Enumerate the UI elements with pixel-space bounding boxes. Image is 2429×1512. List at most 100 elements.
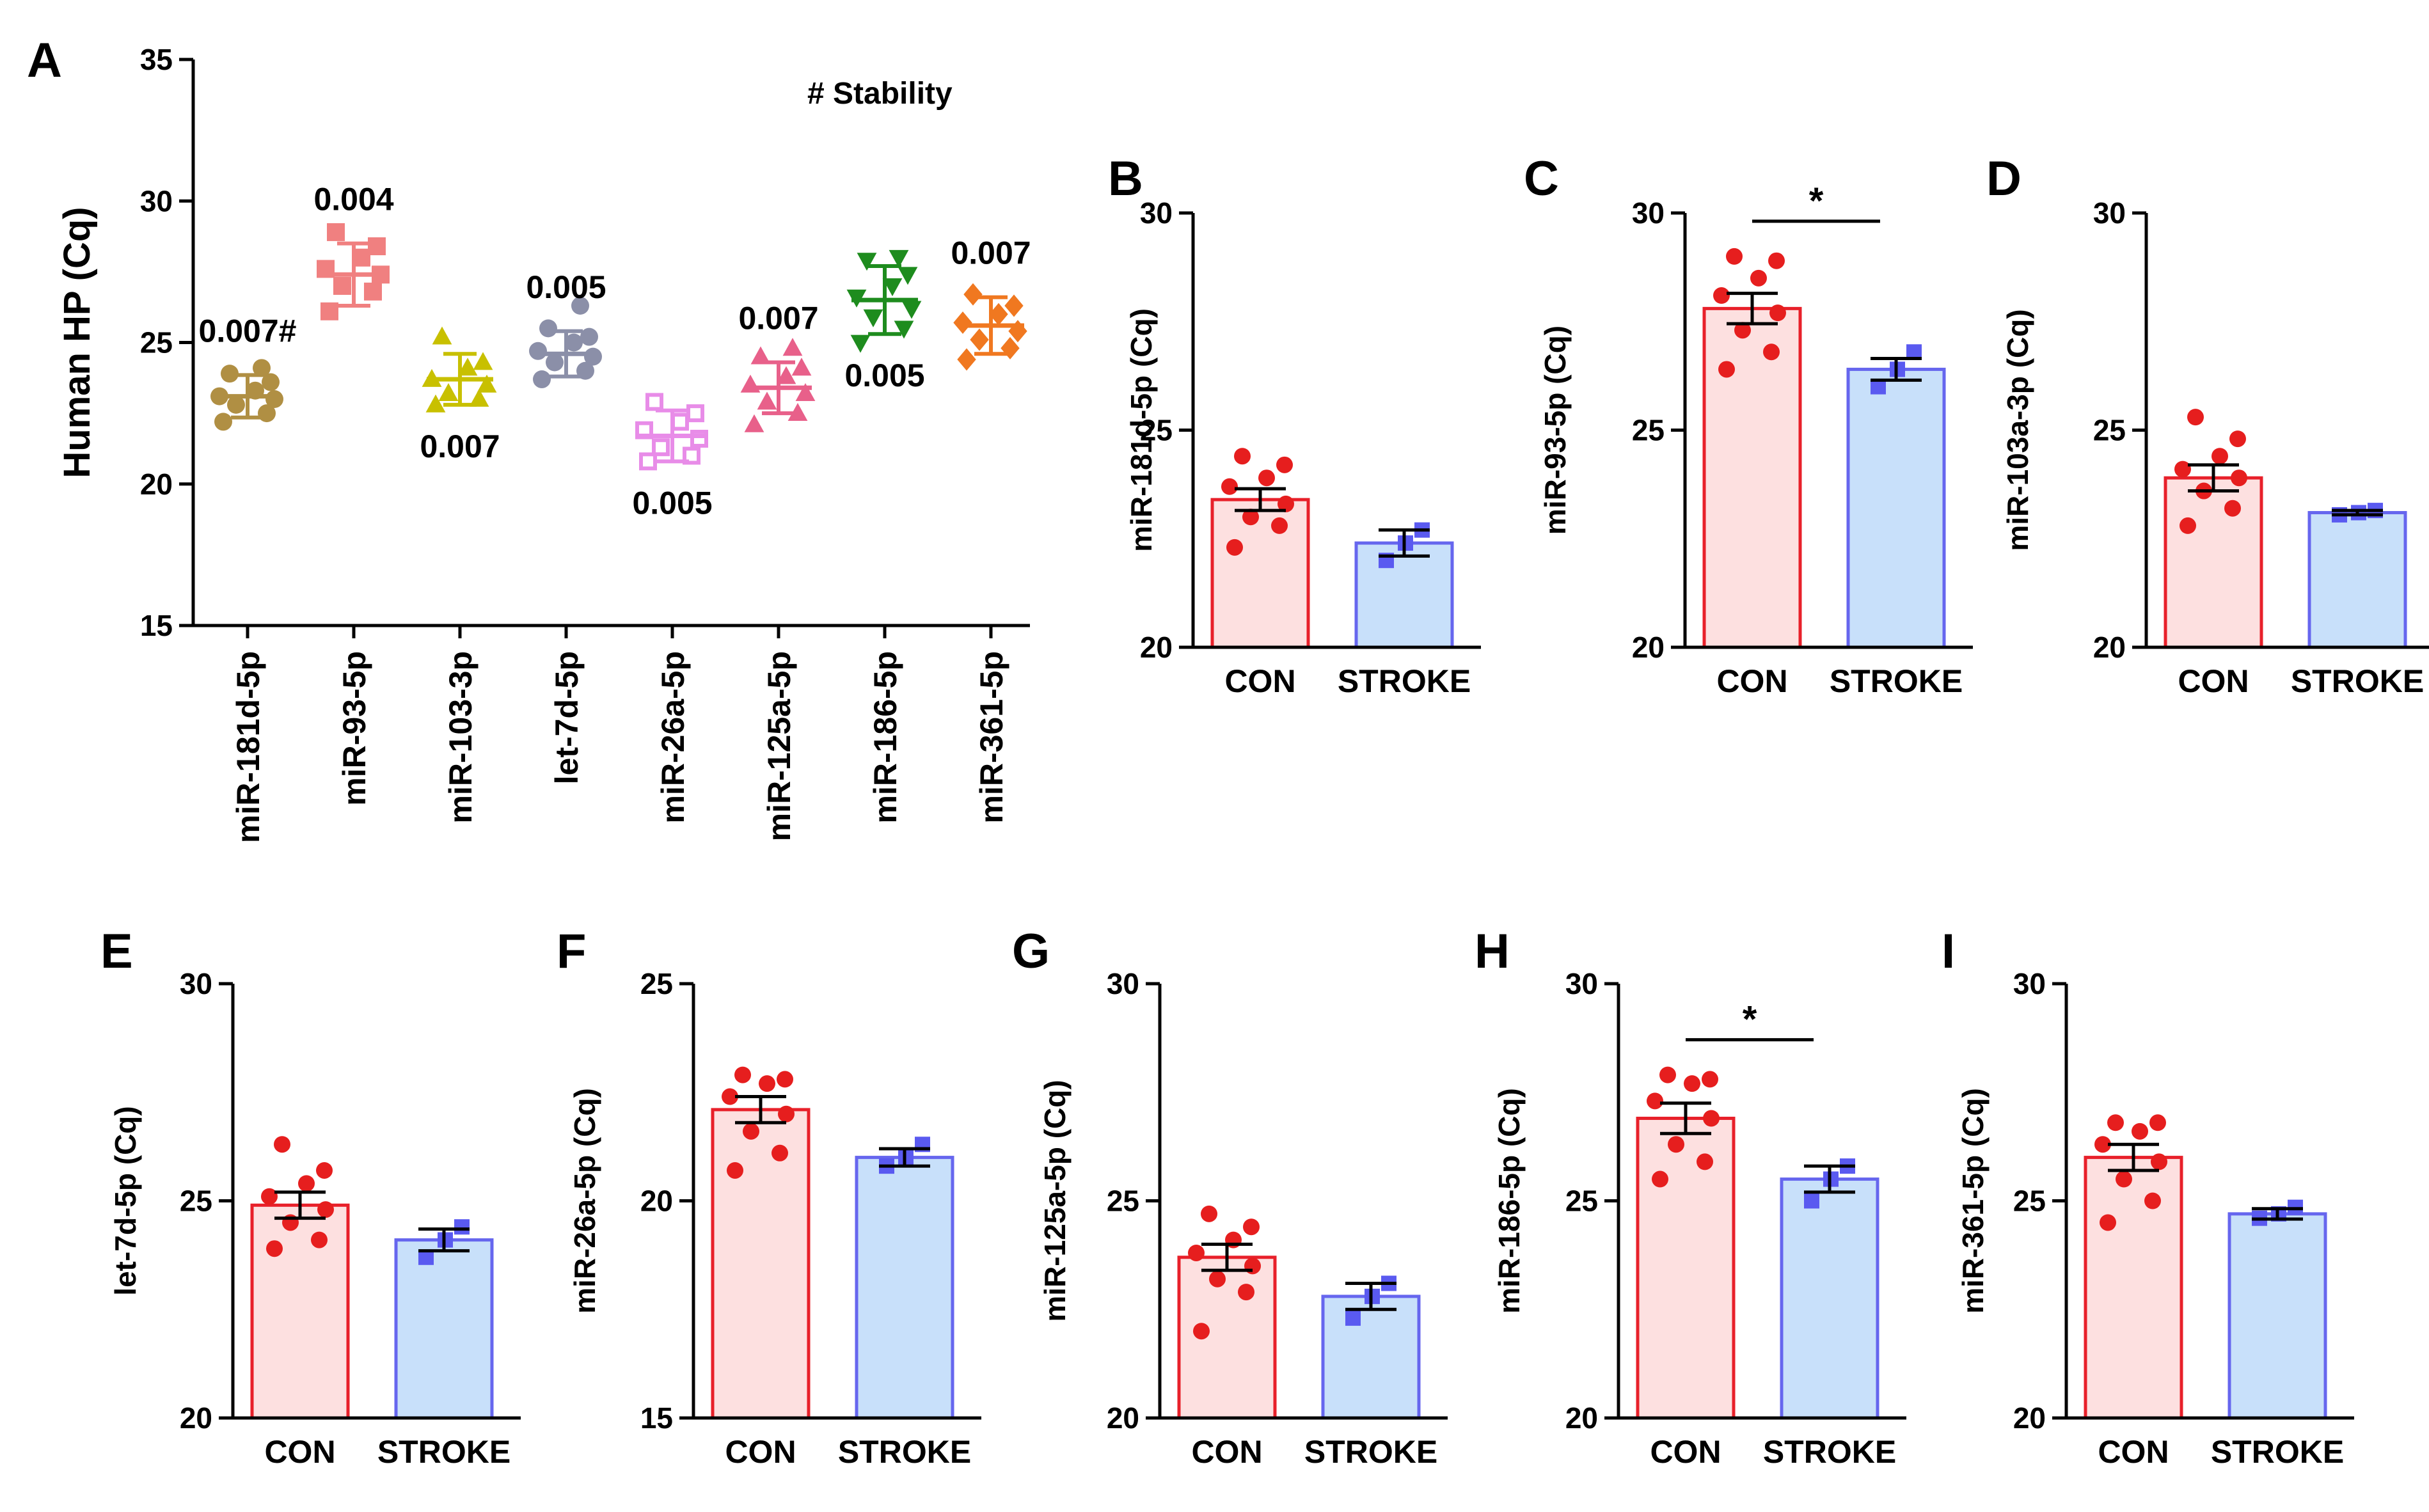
panel-letter: F	[557, 924, 586, 979]
data-point	[1726, 248, 1743, 265]
stroke-bar	[855, 1156, 954, 1420]
y-tick-label: 30	[2093, 196, 2126, 230]
data-point	[529, 342, 547, 360]
data-point	[1659, 1066, 1676, 1083]
y-tick-label: 25	[1632, 414, 1665, 447]
data-point	[333, 277, 351, 295]
con-bar	[1702, 306, 1802, 649]
x-category-label: CON	[1191, 1434, 1262, 1470]
panel-letter: I	[1942, 924, 1955, 979]
category-group-0: 0.007# miR-181d-5p	[199, 313, 297, 843]
data-point	[1769, 304, 1786, 322]
data-point	[782, 338, 803, 356]
data-point	[850, 335, 871, 353]
stability-value: 0.005	[632, 485, 712, 521]
data-point	[261, 1188, 278, 1205]
x-category-label: miR-103-3p	[443, 651, 479, 824]
data-point	[438, 383, 459, 402]
data-point	[778, 1105, 795, 1122]
data-point	[227, 395, 245, 414]
stroke-bar	[2227, 1212, 2327, 1420]
stroke-bar	[1321, 1295, 1421, 1420]
data-point	[671, 413, 689, 431]
data-point	[889, 249, 909, 268]
x-category-label: miR-26a-5p	[655, 651, 691, 824]
data-point	[1668, 1136, 1684, 1153]
data-point	[364, 282, 382, 301]
data-point	[473, 352, 493, 370]
data-point	[652, 438, 670, 457]
stroke-bar	[1780, 1177, 1879, 1420]
data-point	[686, 404, 704, 423]
data-point	[791, 358, 812, 376]
y-tick-label: 20	[2013, 1401, 2046, 1435]
y-axis-title: miR-26a-5p (Cq)	[568, 1088, 601, 1314]
data-point	[750, 346, 771, 365]
data-point	[901, 301, 922, 319]
stroke-bar	[394, 1238, 494, 1420]
data-point	[795, 383, 816, 402]
data-point	[469, 388, 489, 407]
x-category-label: miR-361-5p	[974, 651, 1009, 824]
y-axis-title: miR-125a-5p (Cq)	[1038, 1080, 1072, 1321]
data-point	[539, 319, 557, 338]
data-point	[221, 365, 239, 383]
y-tick-label: 30	[140, 184, 173, 217]
data-point	[1226, 539, 1243, 556]
data-point	[1697, 1153, 1713, 1170]
data-point	[771, 1144, 788, 1162]
y-tick-label: 20	[140, 468, 173, 501]
data-point	[1278, 495, 1294, 512]
data-point	[882, 278, 903, 297]
data-point	[639, 452, 657, 471]
panel-e: E 20 25 30 let-7d-5p (Cq) CON STROKE	[100, 924, 521, 1470]
con-bar	[1177, 1256, 1277, 1420]
y-axis-title: let-7d-5p (Cq)	[109, 1106, 142, 1295]
stroke-bar	[2307, 511, 2407, 649]
y-tick-label: 25	[1140, 414, 1173, 447]
data-point	[253, 359, 271, 377]
y-tick-label: 25	[1565, 1185, 1598, 1218]
y-tick-label: 30	[180, 967, 212, 1000]
y-tick-label: 20	[2093, 631, 2126, 664]
data-point	[2144, 1192, 2161, 1209]
data-point	[777, 1071, 793, 1088]
x-category-label: miR-181d-5p	[230, 651, 266, 843]
data-point	[262, 373, 280, 391]
data-point	[457, 358, 478, 376]
data-point	[2094, 1136, 2111, 1153]
y-tick-label: 25	[640, 967, 673, 1000]
x-category-label: STROKE	[2211, 1434, 2344, 1470]
y-axis-title: miR-103a-3p (Cq)	[2001, 309, 2034, 551]
data-point	[1763, 343, 1780, 361]
data-point	[2116, 1170, 2132, 1188]
y-tick-label: 30	[1565, 967, 1598, 1000]
data-point	[2149, 1114, 2166, 1131]
con-bar	[1210, 498, 1310, 649]
panel-g: G 20 25 30 miR-125a-5p (Cq) CON STROKE	[1012, 924, 1448, 1470]
data-point	[2100, 1214, 2116, 1231]
y-tick-label: 30	[1107, 967, 1139, 1000]
data-point	[571, 296, 589, 315]
panel-h: H 20 25 30 miR-186-5p (Cq) CON STROKE *	[1475, 924, 1906, 1470]
y-tick-label: 20	[1140, 631, 1173, 664]
stability-value: 0.007#	[199, 313, 297, 349]
category-group-2: 0.007 miR-103-3p	[420, 326, 500, 824]
panel-letter: D	[1986, 152, 2022, 206]
stroke-bar	[1354, 541, 1454, 649]
x-category-label: miR-93-5p	[336, 651, 372, 806]
data-point	[2180, 517, 2196, 534]
data-point	[1209, 1270, 1226, 1288]
data-point	[317, 1201, 334, 1218]
data-point	[1188, 1244, 1205, 1261]
data-point	[274, 1136, 290, 1153]
data-point	[1201, 1205, 1217, 1222]
stability-value: 0.007	[420, 429, 500, 464]
data-point	[1702, 1071, 1718, 1088]
data-point	[1768, 252, 1785, 269]
y-tick-label: 25	[140, 326, 173, 359]
x-category-label: CON	[725, 1434, 796, 1470]
panel-a: # Stability A 15 20 25 30 35 Human HP (Cq) 0.00…	[27, 33, 1031, 843]
y-tick-label: 20	[180, 1401, 212, 1435]
